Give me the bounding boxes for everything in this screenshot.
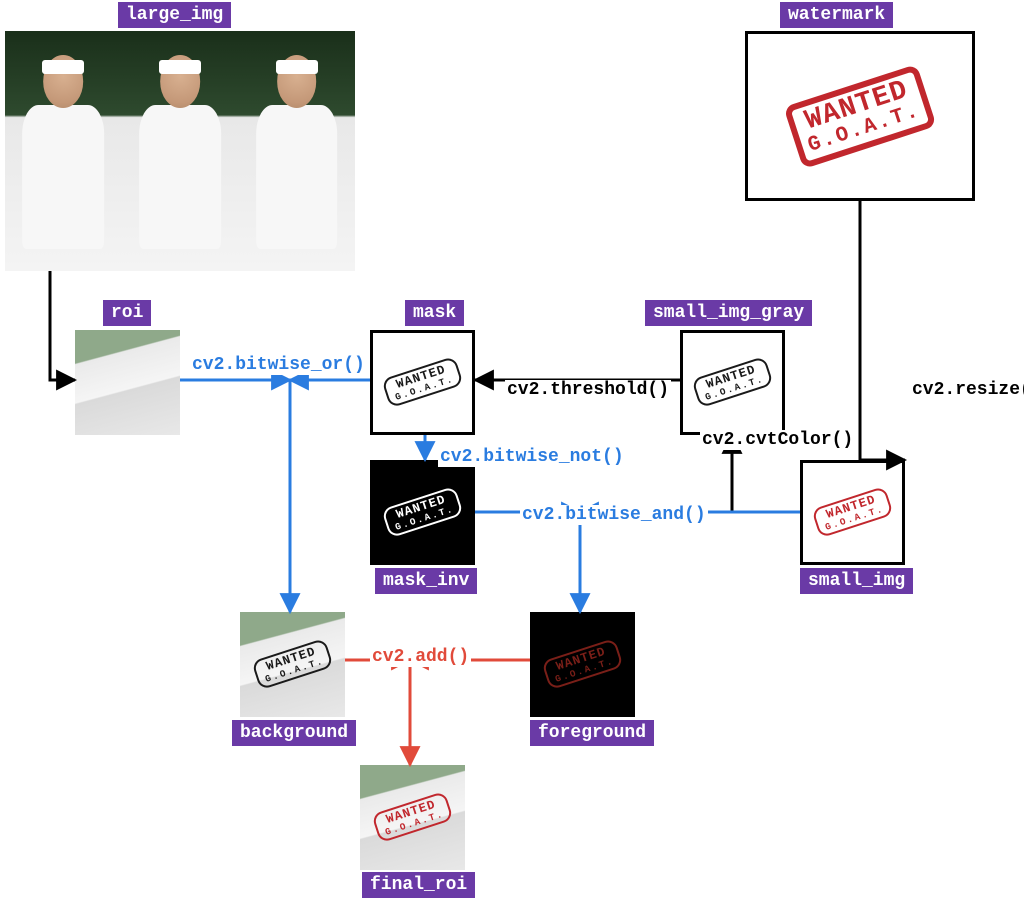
- thumb-watermark: WANTEDG.O.A.T.: [745, 31, 975, 201]
- edge-label-e5: cv2.bitwise_or(): [190, 355, 367, 375]
- label-large-img: large_img: [118, 2, 231, 28]
- label-mask: mask: [405, 300, 464, 326]
- thumb-small-img: WANTEDG.O.A.T.: [800, 460, 905, 565]
- thumb-mask: WANTEDG.O.A.T.: [370, 330, 475, 435]
- edge-label-e6: cv2.bitwise_not(): [438, 447, 626, 467]
- label-mask-inv: mask_inv: [375, 568, 477, 594]
- label-small-img-gray: small_img_gray: [645, 300, 812, 326]
- thumb-roi: [75, 330, 180, 435]
- thumb-large-img: [5, 31, 355, 271]
- label-watermark: watermark: [780, 2, 893, 28]
- edge-label-e2: cv2.cvtColor(): [700, 430, 855, 450]
- label-roi: roi: [103, 300, 151, 326]
- thumb-mask-inv: WANTEDG.O.A.T.: [370, 460, 475, 565]
- thumb-background: WANTEDG.O.A.T.: [240, 612, 345, 717]
- label-small-img: small_img: [800, 568, 913, 594]
- thumb-final-roi: WANTEDG.O.A.T.: [360, 765, 465, 870]
- edge-label-e1: cv2.resize(): [910, 380, 1024, 400]
- edge-label-e7: cv2.bitwise_and(): [520, 505, 708, 525]
- edge-label-e3: cv2.threshold(): [505, 380, 671, 400]
- label-final-roi: final_roi: [362, 872, 475, 898]
- label-foreground: foreground: [530, 720, 654, 746]
- edge-label-e8: cv2.add(): [370, 647, 471, 667]
- label-background: background: [232, 720, 356, 746]
- thumb-foreground: WANTEDG.O.A.T.: [530, 612, 635, 717]
- thumb-small-img-gray: WANTEDG.O.A.T.: [680, 330, 785, 435]
